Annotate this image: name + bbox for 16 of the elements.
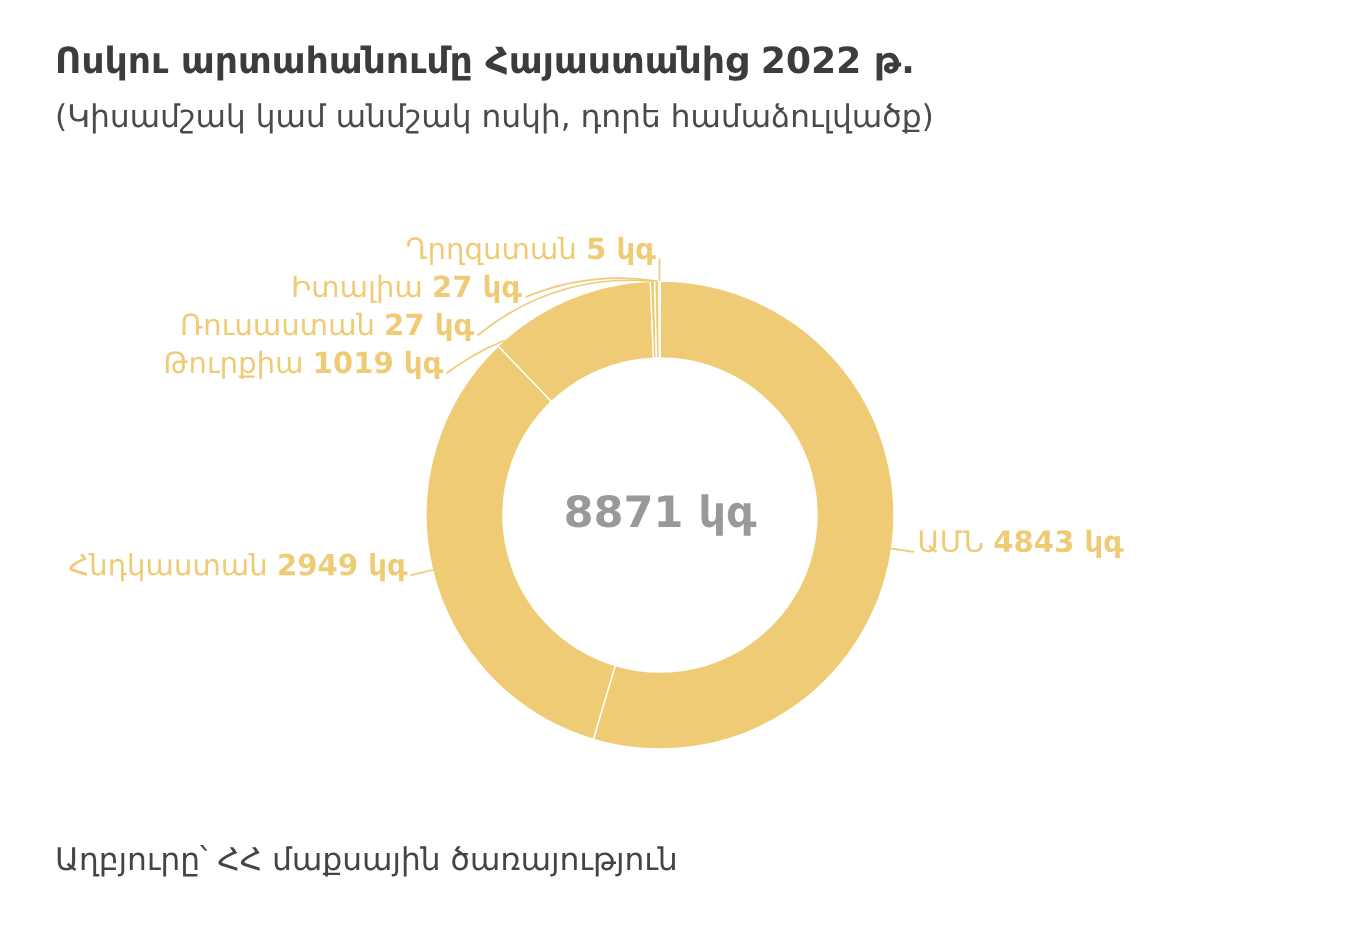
slice-label: Թուրքիա bbox=[165, 350, 301, 380]
data-label: 27 կգ bbox=[434, 274, 522, 304]
chart-subtitle: (Կիսամշակ կամ անմշակ ոսկի, դորե համաձուլվածք) bbox=[57, 103, 932, 134]
data-label: 5 կգ bbox=[588, 236, 656, 266]
data-label: 4843 կգ bbox=[994, 529, 1124, 558]
text: Աղբյուրը՝ ՀՀ մաքսային ծառայություն bbox=[57, 845, 675, 877]
slice-label: ԱՄՆ bbox=[919, 530, 983, 553]
text: 8871 կգ bbox=[566, 494, 757, 536]
slice-label: Ղրղզստան bbox=[406, 236, 575, 266]
slice-label: Ռուսաստան bbox=[182, 312, 373, 336]
slice-label: Հնդկաստան bbox=[69, 553, 266, 582]
data-label: 27 կգ bbox=[386, 312, 474, 342]
data-label: 2949 կգ bbox=[279, 553, 408, 582]
data-label: 1019 կգ bbox=[315, 350, 444, 380]
slice-label: Իտալիա bbox=[293, 274, 421, 304]
chart-title: Ոսկու արտահանումը Հայաստանից 2022 թ. bbox=[57, 45, 912, 81]
